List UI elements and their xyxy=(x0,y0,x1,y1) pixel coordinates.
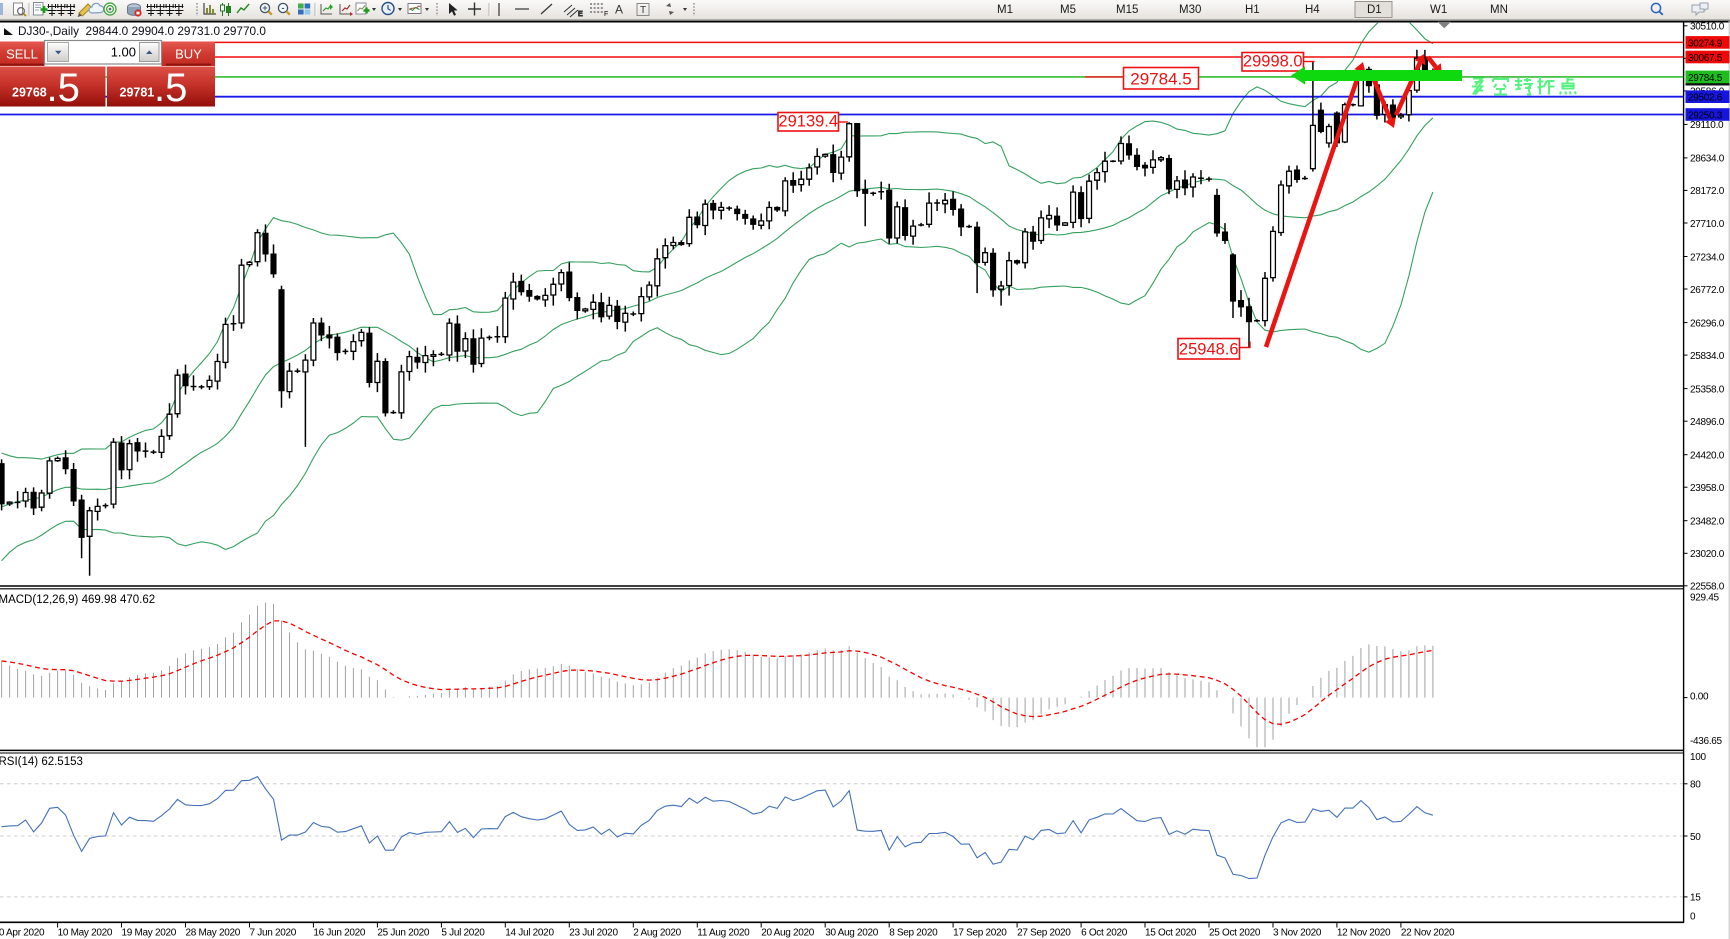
svg-text:14 Jul 2020: 14 Jul 2020 xyxy=(505,928,554,939)
svg-text:E: E xyxy=(578,11,583,18)
svg-text:24896.0: 24896.0 xyxy=(1690,417,1725,428)
svg-text:29502.6: 29502.6 xyxy=(1688,93,1723,104)
svg-text:T: T xyxy=(640,5,646,16)
svg-text:.5: .5 xyxy=(47,66,80,110)
svg-text:30274.9: 30274.9 xyxy=(1688,38,1723,49)
svg-text:M1: M1 xyxy=(997,4,1013,16)
svg-text:30 Apr 2020: 30 Apr 2020 xyxy=(0,928,45,939)
svg-text:23 Jul 2020: 23 Jul 2020 xyxy=(569,928,618,939)
svg-text:17 Sep 2020: 17 Sep 2020 xyxy=(953,928,1007,939)
svg-text:25834.0: 25834.0 xyxy=(1690,351,1725,362)
svg-text:29250.3: 29250.3 xyxy=(1688,110,1723,121)
svg-text:29784.5: 29784.5 xyxy=(1130,70,1191,89)
svg-text:25 Oct 2020: 25 Oct 2020 xyxy=(1209,928,1261,939)
svg-text:22558.0: 22558.0 xyxy=(1690,582,1725,593)
svg-text:5 Jul 2020: 5 Jul 2020 xyxy=(441,928,485,939)
svg-text:100: 100 xyxy=(1690,752,1707,763)
svg-text:23482.0: 23482.0 xyxy=(1690,517,1725,528)
svg-text:A: A xyxy=(615,3,623,17)
svg-text:30067.5: 30067.5 xyxy=(1688,53,1723,64)
svg-text:29781: 29781 xyxy=(120,86,155,100)
svg-text:MACD(12,26,9) 469.98 470.62: MACD(12,26,9) 469.98 470.62 xyxy=(0,594,155,606)
svg-text:23958.0: 23958.0 xyxy=(1690,483,1725,494)
svg-text:30 Aug 2020: 30 Aug 2020 xyxy=(825,928,879,939)
svg-text:27 Sep 2020: 27 Sep 2020 xyxy=(1017,928,1071,939)
svg-text:SELL: SELL xyxy=(6,47,38,62)
svg-text:D1: D1 xyxy=(1367,4,1382,16)
svg-text:80: 80 xyxy=(1690,780,1701,791)
svg-text:M5: M5 xyxy=(1060,4,1076,16)
svg-text:29998.0: 29998.0 xyxy=(1243,53,1303,71)
svg-text:20 Aug 2020: 20 Aug 2020 xyxy=(761,928,815,939)
svg-text:7 Jun 2020: 7 Jun 2020 xyxy=(250,928,297,939)
svg-text:BUY: BUY xyxy=(175,47,202,62)
svg-text:3 Nov 2020: 3 Nov 2020 xyxy=(1273,928,1322,939)
svg-text:30510.0: 30510.0 xyxy=(1690,22,1725,33)
svg-text:24420.0: 24420.0 xyxy=(1690,451,1725,462)
svg-text:25 Jun 2020: 25 Jun 2020 xyxy=(377,928,429,939)
svg-text:RSI(14) 62.5153: RSI(14) 62.5153 xyxy=(0,756,83,768)
svg-text:29784.5: 29784.5 xyxy=(1688,73,1723,84)
svg-text:28 May 2020: 28 May 2020 xyxy=(186,928,241,939)
svg-text:19 May 2020: 19 May 2020 xyxy=(122,928,177,939)
svg-text:15 Oct 2020: 15 Oct 2020 xyxy=(1145,928,1197,939)
svg-text:6 Oct 2020: 6 Oct 2020 xyxy=(1081,928,1128,939)
svg-text:M15: M15 xyxy=(1116,4,1138,16)
svg-text:F: F xyxy=(604,11,608,18)
svg-text:28172.0: 28172.0 xyxy=(1690,186,1725,197)
svg-text:25358.0: 25358.0 xyxy=(1690,384,1725,395)
svg-text:W1: W1 xyxy=(1430,4,1447,16)
svg-text:23020.0: 23020.0 xyxy=(1690,549,1725,560)
svg-text:27234.0: 27234.0 xyxy=(1690,252,1725,263)
svg-text:1.00: 1.00 xyxy=(111,45,136,60)
svg-text:.5: .5 xyxy=(154,66,187,110)
svg-text:8 Sep 2020: 8 Sep 2020 xyxy=(889,928,938,939)
svg-text:29768: 29768 xyxy=(12,86,47,100)
svg-text:0.00: 0.00 xyxy=(1690,692,1709,703)
svg-text:929.45: 929.45 xyxy=(1690,593,1720,604)
svg-text:H1: H1 xyxy=(1245,4,1260,16)
svg-text:28634.0: 28634.0 xyxy=(1690,154,1725,165)
svg-text:H4: H4 xyxy=(1305,4,1320,16)
svg-text:25948.6: 25948.6 xyxy=(1179,341,1239,359)
svg-text:29110.0: 29110.0 xyxy=(1690,120,1724,131)
svg-text:16 Jun 2020: 16 Jun 2020 xyxy=(313,928,365,939)
svg-text:M30: M30 xyxy=(1179,4,1201,16)
svg-text:22 Nov 2020: 22 Nov 2020 xyxy=(1401,928,1455,939)
svg-text:DJ30-,Daily 29844.0 29904.0 2: DJ30-,Daily 29844.0 29904.0 29731.0 2977… xyxy=(18,24,266,38)
svg-text:10 May 2020: 10 May 2020 xyxy=(58,928,113,939)
svg-text:0: 0 xyxy=(1690,912,1696,923)
svg-text:15: 15 xyxy=(1690,893,1701,904)
svg-text:11 Aug 2020: 11 Aug 2020 xyxy=(697,928,750,939)
svg-text:+: + xyxy=(262,3,267,13)
svg-text:26772.0: 26772.0 xyxy=(1690,285,1725,296)
svg-text:12 Nov 2020: 12 Nov 2020 xyxy=(1337,928,1391,939)
svg-text:29139.4: 29139.4 xyxy=(778,113,838,131)
svg-text:2 Aug 2020: 2 Aug 2020 xyxy=(633,928,681,939)
svg-text:27710.0: 27710.0 xyxy=(1690,219,1725,230)
svg-text:50: 50 xyxy=(1690,832,1701,843)
svg-text:MN: MN xyxy=(1490,4,1508,16)
svg-text:26296.0: 26296.0 xyxy=(1690,318,1725,329)
svg-text:-: - xyxy=(282,3,285,13)
svg-text:-436.65: -436.65 xyxy=(1690,736,1723,747)
